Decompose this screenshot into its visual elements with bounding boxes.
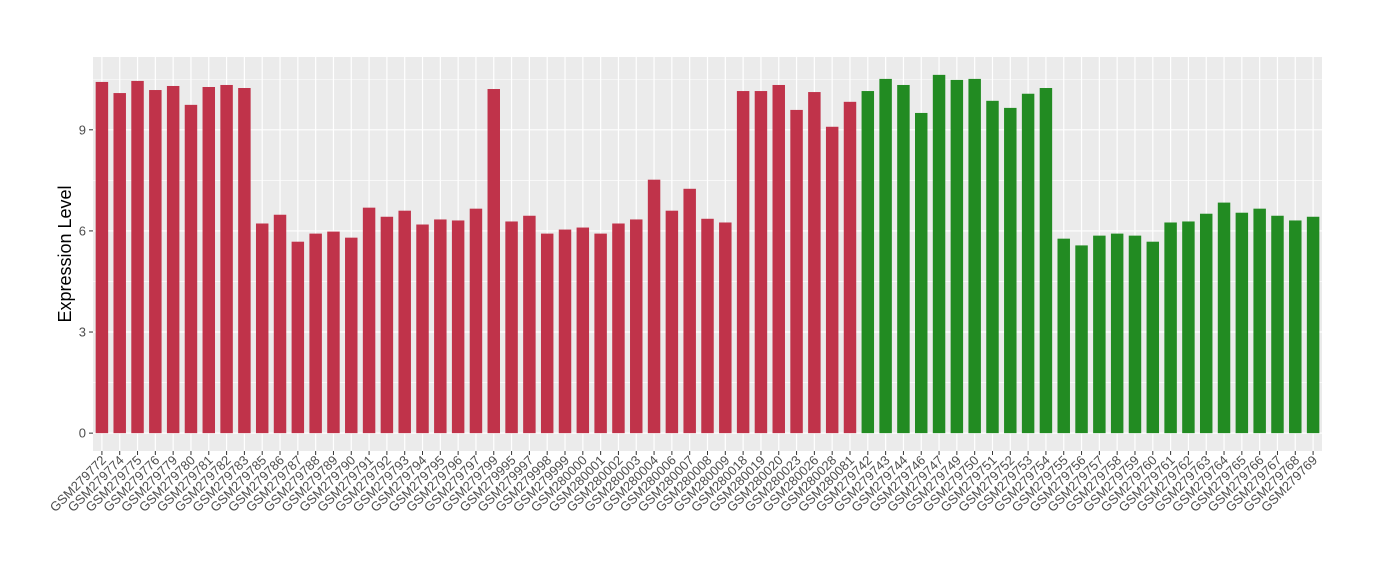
bar — [416, 224, 429, 434]
bar — [576, 227, 590, 434]
bar — [1057, 238, 1070, 434]
bar — [1235, 212, 1249, 434]
y-tick-label: 0 — [79, 426, 86, 441]
bar — [487, 89, 500, 434]
bar — [469, 208, 483, 434]
bar — [202, 86, 216, 434]
bar — [1217, 202, 1231, 434]
bar — [95, 81, 109, 434]
bar — [1039, 88, 1053, 434]
y-tick-label: 3 — [79, 325, 86, 340]
bar — [843, 101, 857, 434]
bar — [915, 112, 928, 434]
bar — [719, 222, 732, 434]
bar — [630, 219, 643, 434]
bar — [184, 104, 198, 434]
bar — [1271, 215, 1284, 434]
bar — [932, 74, 946, 434]
bar — [273, 214, 287, 434]
bar — [149, 90, 162, 434]
bar — [1253, 208, 1266, 434]
bar — [451, 220, 465, 434]
bar — [1306, 216, 1320, 434]
bar — [986, 100, 999, 434]
bar — [309, 233, 322, 434]
bar — [166, 85, 180, 434]
bar — [897, 84, 910, 434]
bar — [1146, 241, 1160, 434]
bar — [291, 241, 305, 434]
bar — [612, 223, 625, 434]
bar — [808, 92, 821, 434]
bar — [131, 80, 144, 434]
bar — [1110, 233, 1124, 434]
bar — [594, 233, 607, 434]
bar — [879, 78, 892, 434]
bar — [380, 216, 394, 434]
bar — [754, 91, 768, 434]
bar — [327, 231, 340, 434]
bar — [558, 229, 572, 434]
y-tick-label: 6 — [79, 223, 86, 238]
bar — [345, 237, 358, 434]
bar — [1128, 235, 1142, 434]
bar — [1021, 93, 1035, 434]
bar — [647, 179, 661, 434]
bar — [255, 223, 269, 434]
bar — [1093, 235, 1106, 434]
bar — [790, 109, 803, 434]
bar — [950, 79, 964, 434]
bar — [825, 126, 839, 434]
bar — [1164, 222, 1177, 434]
bar — [1182, 221, 1195, 434]
bar — [772, 84, 785, 434]
bar — [398, 210, 411, 434]
bar — [540, 233, 554, 434]
bar — [683, 188, 696, 434]
bar — [362, 207, 376, 434]
bar — [505, 221, 518, 434]
bar — [434, 219, 447, 434]
bar — [968, 78, 981, 434]
bar — [665, 210, 679, 434]
bar — [861, 91, 875, 434]
bar — [238, 88, 251, 434]
bar — [220, 84, 233, 434]
y-tick-label: 9 — [79, 122, 86, 137]
bar — [1289, 220, 1302, 434]
y-axis-label: Expression Level — [55, 185, 75, 322]
bar — [113, 93, 126, 434]
bar — [1199, 213, 1213, 434]
bar — [701, 218, 714, 434]
bar — [736, 91, 750, 434]
bar — [1075, 245, 1088, 434]
bar — [523, 215, 536, 434]
bar — [1004, 107, 1017, 434]
